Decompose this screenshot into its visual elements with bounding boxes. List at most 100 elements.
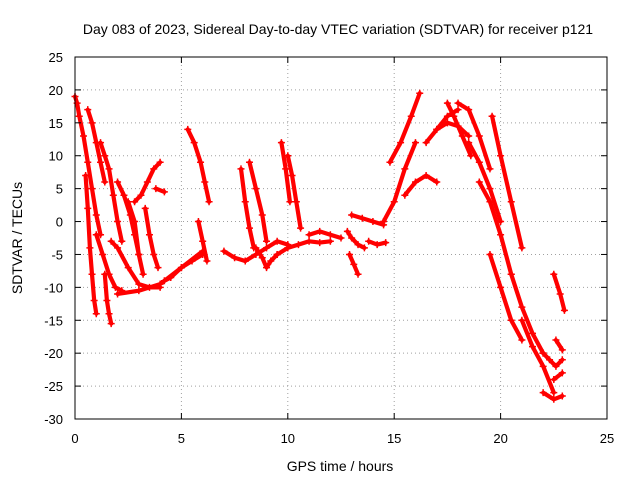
data-point bbox=[245, 158, 253, 166]
data-point bbox=[252, 250, 260, 258]
data-point bbox=[458, 132, 466, 140]
series-arc-24 bbox=[285, 153, 303, 231]
data-point bbox=[267, 257, 275, 265]
data-point bbox=[199, 237, 207, 245]
data-point bbox=[550, 270, 558, 278]
data-point bbox=[558, 369, 566, 377]
data-point bbox=[154, 264, 162, 272]
series-arc-15 bbox=[185, 127, 212, 204]
axis-ticks: 0 5 10 15 20 25 -30 -25 -20 -15 -10 -5 0 5 10 15 20 25 bbox=[44, 50, 614, 446]
data-point bbox=[258, 254, 266, 262]
data-point bbox=[552, 362, 560, 370]
data-point bbox=[348, 234, 356, 242]
series-arc-30 bbox=[381, 140, 418, 224]
data-point bbox=[107, 320, 115, 328]
data-point bbox=[497, 152, 505, 160]
data-point bbox=[518, 316, 526, 324]
data-point bbox=[407, 112, 415, 120]
series-arc-9 bbox=[126, 199, 146, 277]
data-point bbox=[326, 231, 334, 239]
data-point bbox=[422, 171, 430, 179]
data-point bbox=[454, 122, 462, 130]
data-point bbox=[558, 356, 566, 364]
data-point bbox=[465, 132, 473, 140]
grid bbox=[75, 57, 607, 419]
y-axis-label: SDTVAR / TECUs bbox=[9, 182, 25, 294]
data-point bbox=[92, 211, 100, 219]
data-point bbox=[152, 185, 160, 193]
data-point bbox=[84, 158, 92, 166]
data-point bbox=[467, 152, 475, 160]
data-point bbox=[411, 139, 419, 147]
data-point bbox=[365, 237, 373, 245]
data-point bbox=[497, 283, 505, 291]
data-point bbox=[558, 346, 566, 354]
data-point bbox=[135, 280, 143, 288]
data-point bbox=[273, 250, 281, 258]
series-arc-31 bbox=[387, 91, 422, 165]
data-point bbox=[529, 329, 537, 337]
data-point bbox=[305, 231, 313, 239]
data-point bbox=[294, 241, 302, 249]
data-point bbox=[252, 244, 260, 252]
y-tick-label: -30 bbox=[44, 412, 63, 427]
data-point bbox=[550, 376, 558, 384]
data-point bbox=[465, 139, 473, 147]
series-arc-45 bbox=[553, 337, 565, 352]
data-point bbox=[120, 191, 128, 199]
data-point bbox=[486, 250, 494, 258]
data-point bbox=[518, 303, 526, 311]
data-point bbox=[84, 204, 92, 212]
data-point bbox=[118, 287, 126, 295]
data-point bbox=[518, 244, 526, 252]
x-tick-label: 10 bbox=[281, 431, 295, 446]
data-point bbox=[443, 99, 451, 107]
data-point bbox=[486, 185, 494, 193]
y-tick-label: -15 bbox=[44, 313, 63, 328]
data-point bbox=[111, 283, 119, 291]
series-arc-4 bbox=[94, 232, 124, 293]
data-point bbox=[101, 152, 109, 160]
data-point bbox=[80, 132, 88, 140]
data-point bbox=[194, 218, 202, 226]
data-point bbox=[380, 218, 388, 226]
data-point bbox=[550, 389, 558, 397]
series-arc-28 bbox=[349, 212, 386, 227]
data-point bbox=[454, 106, 462, 114]
data-point bbox=[465, 106, 473, 114]
data-point bbox=[145, 283, 153, 291]
series-arc-44 bbox=[551, 272, 567, 313]
data-markers bbox=[71, 89, 568, 403]
data-point bbox=[114, 290, 122, 298]
data-point bbox=[292, 198, 300, 206]
data-point bbox=[237, 165, 245, 173]
data-point bbox=[450, 112, 458, 120]
data-point bbox=[354, 270, 362, 278]
series-arc-38 bbox=[477, 180, 514, 277]
data-point bbox=[486, 198, 494, 206]
data-point bbox=[143, 178, 151, 186]
data-point bbox=[84, 106, 92, 114]
data-point bbox=[97, 139, 105, 147]
x-axis-label: GPS time / hours bbox=[287, 458, 394, 474]
data-point bbox=[422, 139, 430, 147]
data-point bbox=[150, 165, 158, 173]
data-point bbox=[273, 237, 281, 245]
data-point bbox=[539, 349, 547, 357]
data-point bbox=[245, 224, 253, 232]
series-arc-40 bbox=[487, 252, 525, 343]
data-point bbox=[546, 356, 554, 364]
data-point bbox=[386, 158, 394, 166]
data-point bbox=[284, 244, 292, 252]
data-point bbox=[397, 139, 405, 147]
data-point bbox=[114, 218, 122, 226]
data-point bbox=[88, 270, 96, 278]
data-point bbox=[92, 310, 100, 318]
data-point bbox=[150, 250, 158, 258]
y-tick-label: 0 bbox=[56, 215, 63, 230]
data-point bbox=[507, 198, 515, 206]
x-tick-label: 5 bbox=[178, 431, 185, 446]
data-point bbox=[88, 185, 96, 193]
x-tick-label: 20 bbox=[493, 431, 507, 446]
data-point bbox=[167, 273, 175, 281]
